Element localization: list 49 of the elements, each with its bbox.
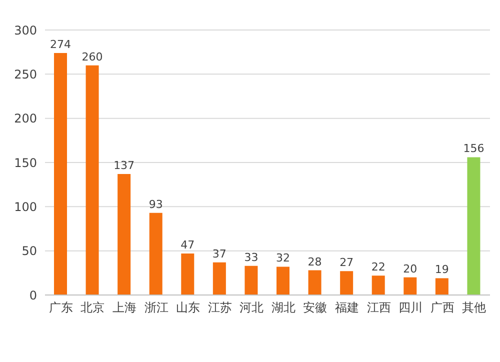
y-tick-label: 300 — [14, 23, 37, 38]
x-tick-label: 湖北 — [271, 300, 296, 315]
y-tick-label: 150 — [14, 156, 37, 170]
y-tick-label: 50 — [22, 244, 37, 258]
x-tick-label: 上海 — [112, 300, 136, 315]
x-tick-label: 山东 — [176, 300, 200, 315]
y-tick-label: 100 — [14, 200, 37, 214]
x-tick-label: 河北 — [240, 300, 264, 315]
bar — [212, 262, 226, 295]
bar — [404, 277, 417, 295]
y-tick-label: 200 — [14, 112, 37, 126]
data-label: 20 — [403, 262, 418, 276]
data-label: 156 — [463, 142, 484, 156]
data-label: 33 — [244, 250, 258, 264]
bar — [118, 174, 131, 295]
bar — [86, 65, 99, 295]
data-label: 32 — [276, 252, 290, 265]
x-tick-label: 广东 — [48, 300, 73, 315]
data-label: 27 — [340, 256, 354, 270]
data-label: 37 — [212, 247, 226, 260]
bar — [372, 276, 385, 295]
data-label: 19 — [434, 263, 449, 276]
y-tick-label: 250 — [14, 67, 37, 82]
bar — [149, 212, 162, 295]
bar — [244, 266, 258, 295]
bar — [276, 266, 290, 295]
data-label: 137 — [114, 158, 135, 172]
data-label: 22 — [371, 260, 386, 274]
x-tick-label: 广西 — [430, 300, 454, 315]
x-tick-label: 北京 — [80, 300, 105, 315]
bar — [308, 270, 322, 295]
bar — [181, 253, 194, 295]
data-label: 47 — [180, 238, 195, 252]
y-tick-label: 0 — [29, 288, 37, 302]
data-label: 260 — [82, 50, 103, 64]
data-label: 28 — [308, 255, 322, 268]
bar — [467, 157, 480, 295]
x-tick-label: 浙江 — [144, 300, 168, 315]
bar — [435, 278, 448, 295]
x-tick-label: 福建 — [334, 300, 359, 315]
x-tick-label: 四川 — [398, 300, 423, 315]
bar — [340, 271, 354, 295]
x-tick-label: 江苏 — [208, 300, 232, 315]
data-label: 274 — [50, 38, 71, 51]
data-label: 93 — [148, 198, 163, 211]
x-tick-label: 其他 — [462, 300, 486, 315]
x-tick-label: 安徽 — [303, 300, 328, 315]
bar — [54, 52, 67, 295]
x-tick-label: 江西 — [366, 300, 391, 315]
